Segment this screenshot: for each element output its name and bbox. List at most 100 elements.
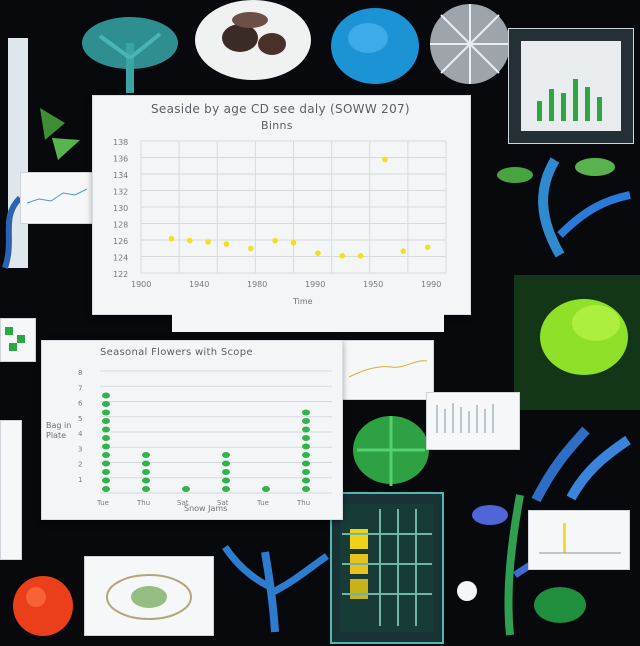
- bar-chart-grid: [100, 370, 332, 494]
- main-x-tick: 1900: [131, 280, 151, 289]
- main-chart-y-ticks: 138 136 134 132 130 128 126 124 122: [113, 138, 128, 279]
- right-blue-coral: [516, 410, 640, 520]
- bar-chart-panel: Seasonal Flowers with Scope Bag in Plate…: [41, 340, 343, 520]
- main-scatter-point: [357, 253, 364, 259]
- bar-point-dot: [102, 392, 110, 399]
- bar-chart-x-label: Snow Jams: [184, 504, 227, 513]
- bar-x-tick: Tue: [96, 499, 109, 507]
- bar-point-dot: [142, 469, 150, 475]
- main-x-tick: 1940: [189, 280, 209, 289]
- bar-y-tick: 8: [78, 369, 82, 377]
- small-spectrum-panel: [426, 392, 520, 450]
- bar-point-dot: [102, 401, 110, 407]
- bar-point-dot: [302, 486, 310, 492]
- main-y-tick: 136: [113, 155, 128, 164]
- main-x-tick: 1990: [305, 280, 325, 289]
- main-scatter-point: [187, 237, 193, 244]
- bar-point-dot: [222, 452, 230, 458]
- bar-chart-bars: [102, 392, 310, 492]
- translucent-shell: [428, 2, 512, 86]
- main-chart-tail: [172, 312, 444, 332]
- small-chart-left: [20, 172, 94, 224]
- main-chart-x-label: Time: [292, 297, 313, 306]
- bar-point-dot: [302, 477, 310, 484]
- main-y-tick: 126: [113, 237, 128, 246]
- main-chart-panel: Seaside by age CD see daly (SOWW 207) Bi…: [92, 95, 471, 315]
- small-bar-panel-top-right: [508, 28, 634, 144]
- coral-top-left: [75, 8, 185, 98]
- main-y-tick: 130: [113, 204, 128, 213]
- main-chart-grid: [140, 140, 447, 274]
- main-y-tick: 128: [113, 221, 128, 230]
- main-x-tick: 1990: [421, 280, 441, 289]
- bar-point-dot: [302, 452, 310, 458]
- blue-coral-bottom: [215, 522, 335, 640]
- bar-point-dot: [302, 409, 310, 416]
- main-chart-svg: 138 136 134 132 130 128 126 124 122 1900 1940 1980…: [113, 138, 447, 306]
- main-chart-title: Seaside by age CD see daly (SOWW 207): [151, 102, 410, 116]
- bar-point-dot: [222, 477, 230, 484]
- bar-x-tick: Sat: [177, 499, 189, 507]
- bar-y-tick: 5: [78, 415, 82, 423]
- right-fern: [475, 145, 640, 270]
- bar-point-dot: [302, 443, 310, 450]
- main-y-tick: 122: [113, 270, 128, 279]
- main-scatter-point: [315, 250, 321, 256]
- bar-x-tick: Thu: [136, 499, 150, 507]
- bar-point-dot: [302, 460, 310, 467]
- bar-point-dot: [102, 486, 110, 492]
- main-scatter-point: [223, 241, 230, 247]
- main-scatter-point: [272, 237, 278, 244]
- moss-photo: [514, 275, 640, 410]
- bar-point-dot: [102, 418, 110, 424]
- bar-point-dot: [102, 452, 110, 458]
- white-dot: [456, 580, 478, 602]
- main-chart-x-ticks: 1900 1940 1980 1990 1950 1990: [131, 280, 441, 289]
- left-side-note: [0, 420, 22, 560]
- main-scatter-point: [290, 239, 297, 246]
- bar-y-tick: 1: [78, 476, 82, 484]
- bar-point-dot: [302, 418, 310, 424]
- main-scatter-point: [424, 244, 431, 251]
- bar-point-dot: [102, 426, 110, 433]
- bar-x-tick: Thu: [296, 499, 310, 507]
- bar-y-tick: 3: [78, 445, 82, 453]
- left-coral-column: [0, 28, 88, 308]
- main-x-tick: 1950: [363, 280, 383, 289]
- main-scatter-point: [382, 156, 388, 163]
- bar-point-dot: [102, 435, 110, 441]
- bar-point-dot: [102, 409, 110, 416]
- bar-point-dot: [142, 486, 150, 492]
- main-y-tick: 138: [113, 138, 128, 147]
- lower-left-card: [84, 556, 214, 636]
- green-coral-mid: [350, 410, 432, 492]
- bar-chart-x-ticks: Tue Thu Sat Sat Tue Thu: [96, 499, 310, 507]
- bar-point-dot: [142, 477, 150, 484]
- bar-chart-svg: 8 7 6 5 4 3 2 1 Tue Thu Sat Sat Tue Thu Snow Jams: [78, 369, 332, 513]
- bar-point-dot: [222, 469, 230, 475]
- bar-point-dot: [302, 469, 310, 475]
- bar-x-tick: Tue: [256, 499, 269, 507]
- bar-point-dot: [102, 443, 110, 450]
- bar-x-tick: Sat: [217, 499, 229, 507]
- bar-point-dot: [222, 486, 230, 492]
- bar-y-tick: 7: [78, 384, 82, 392]
- main-chart-subtitle: Binns: [261, 119, 293, 132]
- orange-ball: [12, 575, 74, 637]
- main-scatter-point: [339, 253, 346, 259]
- bar-point-dot: [182, 486, 190, 492]
- main-scatter-point: [168, 235, 175, 242]
- bar-y-tick: 6: [78, 400, 83, 408]
- main-scatter-point: [248, 245, 254, 252]
- bar-point-dot: [102, 477, 110, 484]
- bar-point-dot: [222, 460, 230, 467]
- bar-point-dot: [302, 435, 310, 441]
- bar-point-dot: [262, 486, 270, 492]
- small-green-chart-left: [0, 318, 36, 362]
- bar-chart-title: Seasonal Flowers with Scope: [100, 347, 253, 358]
- main-scatter-point: [205, 239, 211, 245]
- bar-point-dot: [102, 469, 110, 475]
- small-chart-mid: [340, 340, 434, 400]
- main-x-tick: 1980: [247, 280, 267, 289]
- bar-point-dot: [102, 460, 110, 467]
